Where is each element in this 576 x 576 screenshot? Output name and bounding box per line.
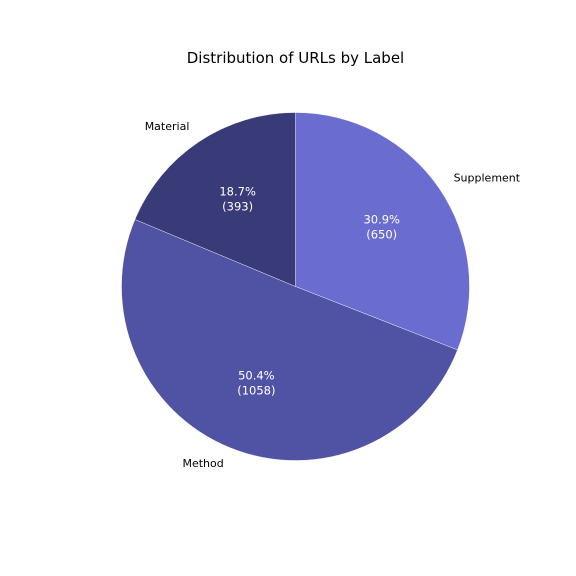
slice-label-method: Method — [182, 457, 223, 470]
slice-count-method: (1058) — [237, 383, 275, 397]
slice-label-material: Material — [145, 120, 190, 133]
slice-count-material: (393) — [222, 200, 253, 214]
chart-title: Distribution of URLs by Label — [187, 49, 404, 67]
slice-count-supplement: (650) — [366, 228, 397, 242]
slice-percent-material: 18.7% — [219, 185, 256, 199]
slice-percent-supplement: 30.9% — [363, 213, 400, 227]
pie-slices — [121, 113, 469, 461]
slice-label-supplement: Supplement — [454, 172, 521, 185]
slice-percent-method: 50.4% — [238, 368, 275, 382]
